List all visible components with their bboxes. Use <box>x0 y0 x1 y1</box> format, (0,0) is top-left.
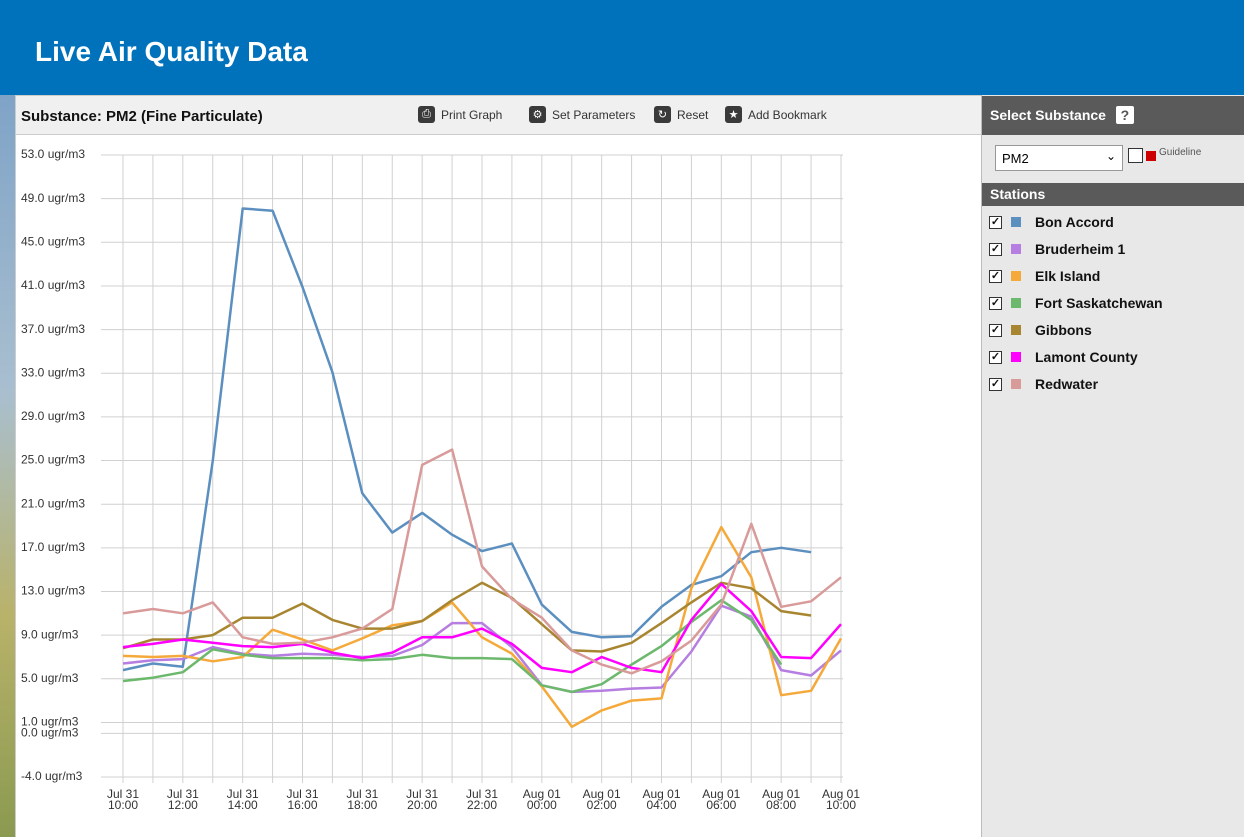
station-row: ✓ Redwater <box>989 376 1098 392</box>
station-row: ✓ Bruderheim 1 <box>989 241 1125 257</box>
y-tick-label: 45.0 ugr/m3 <box>21 234 85 248</box>
y-tick-label: 21.0 ugr/m3 <box>21 496 85 510</box>
station-checkbox[interactable]: ✓ <box>989 216 1002 229</box>
graph-panel: Substance: PM2 (Fine Particulate) ⎙Print… <box>15 95 982 837</box>
help-button[interactable]: ? <box>1116 106 1134 124</box>
sidebar: Select Substance? PM2⌄ Guideline Station… <box>981 95 1244 837</box>
station-row: ✓ Fort Saskatchewan <box>989 295 1163 311</box>
y-tick-label: 13.0 ugr/m3 <box>21 584 85 598</box>
legend-swatch <box>1011 244 1021 254</box>
page: Live Air Quality Data Substance: PM2 (Fi… <box>0 0 1244 837</box>
section-header: Stations <box>982 183 1244 206</box>
station-checkbox[interactable]: ✓ <box>989 297 1002 310</box>
section-title: Select Substance <box>990 107 1106 123</box>
legend-label: Bon Accord <box>1035 214 1114 230</box>
substance-label: Substance: PM2 (Fine Particulate) <box>21 108 263 125</box>
section-header: Select Substance? <box>982 96 1244 135</box>
station-checkbox[interactable]: ✓ <box>989 270 1002 283</box>
background-image <box>0 95 15 837</box>
guideline-checkbox[interactable] <box>1128 148 1143 163</box>
y-tick-label: 17.0 ugr/m3 <box>21 540 85 554</box>
x-tick-label: Jul 31 10:00 <box>93 789 153 811</box>
toolbar: Substance: PM2 (Fine Particulate) ⎙Print… <box>16 95 982 135</box>
x-tick-label: Jul 31 16:00 <box>273 789 333 811</box>
x-tick-label: Aug 01 10:00 <box>811 789 871 811</box>
station-checkbox[interactable]: ✓ <box>989 324 1002 337</box>
station-checkbox[interactable]: ✓ <box>989 351 1002 364</box>
guideline-swatch <box>1146 151 1156 161</box>
bookmark-button[interactable]: ★Add Bookmark <box>725 106 827 123</box>
x-tick-label: Jul 31 18:00 <box>332 789 392 811</box>
button-label: Set Parameters <box>552 108 635 122</box>
page-title: Live Air Quality Data <box>35 36 308 68</box>
x-tick-label: Aug 01 02:00 <box>572 789 632 811</box>
legend-label: Bruderheim 1 <box>1035 241 1125 257</box>
chart: 53.0 ugr/m3 49.0 ugr/m3 45.0 ugr/m3 41.0 ug… <box>16 136 982 837</box>
y-tick-label: 49.0 ugr/m3 <box>21 191 85 205</box>
guideline-label: Guideline <box>1159 147 1201 158</box>
substance-select[interactable]: PM2⌄ <box>995 145 1123 171</box>
legend-label: Fort Saskatchewan <box>1035 295 1163 311</box>
x-tick-label: Aug 01 04:00 <box>632 789 692 811</box>
y-tick-label: 29.0 ugr/m3 <box>21 409 85 423</box>
station-checkbox[interactable]: ✓ <box>989 378 1002 391</box>
print-button[interactable]: ⎙Print Graph <box>418 106 502 123</box>
station-row: ✓ Elk Island <box>989 268 1100 284</box>
selected-value: PM2 <box>1002 151 1029 166</box>
station-row: ✓ Lamont County <box>989 349 1138 365</box>
y-tick-label: 41.0 ugr/m3 <box>21 278 85 292</box>
y-tick-label: -4.0 ugr/m3 <box>21 769 83 783</box>
x-tick-label: Jul 31 20:00 <box>392 789 452 811</box>
y-tick-label: 37.0 ugr/m3 <box>21 322 85 336</box>
legend-label: Lamont County <box>1035 349 1138 365</box>
legend-label: Redwater <box>1035 376 1098 392</box>
legend-label: Gibbons <box>1035 322 1092 338</box>
button-label: Print Graph <box>441 108 502 122</box>
reset-button[interactable]: ↻Reset <box>654 106 708 123</box>
header: Live Air Quality Data <box>0 0 1244 95</box>
y-tick-label: 9.0 ugr/m3 <box>21 627 79 641</box>
legend-swatch <box>1011 352 1021 362</box>
station-row: ✓ Gibbons <box>989 322 1092 338</box>
legend-swatch <box>1011 325 1021 335</box>
y-tick-label: 5.0 ugr/m3 <box>21 671 79 685</box>
section-title: Stations <box>990 186 1045 202</box>
x-tick-label: Jul 31 12:00 <box>153 789 213 811</box>
x-tick-label: Jul 31 22:00 <box>452 789 512 811</box>
legend-swatch <box>1011 298 1021 308</box>
station-row: ✓ Bon Accord <box>989 214 1114 230</box>
legend-label: Elk Island <box>1035 268 1100 284</box>
y-tick-label: 53.0 ugr/m3 <box>21 147 85 161</box>
x-tick-label: Jul 31 14:00 <box>213 789 273 811</box>
button-label: Reset <box>677 108 708 122</box>
x-tick-label: Aug 01 06:00 <box>691 789 751 811</box>
button-label: Add Bookmark <box>748 108 827 122</box>
x-tick-label: Aug 01 08:00 <box>751 789 811 811</box>
parameters-button[interactable]: ⚙Set Parameters <box>529 106 635 123</box>
legend-swatch <box>1011 217 1021 227</box>
y-tick-label: 0.0 ugr/m3 <box>21 726 79 740</box>
legend-swatch <box>1011 379 1021 389</box>
station-checkbox[interactable]: ✓ <box>989 243 1002 256</box>
x-tick-label: Aug 01 00:00 <box>512 789 572 811</box>
legend-swatch <box>1011 271 1021 281</box>
y-tick-label: 25.0 ugr/m3 <box>21 453 85 467</box>
y-tick-label: 33.0 ugr/m3 <box>21 365 85 379</box>
chart-area: 53.0 ugr/m3 49.0 ugr/m3 45.0 ugr/m3 41.0 ug… <box>16 136 982 837</box>
